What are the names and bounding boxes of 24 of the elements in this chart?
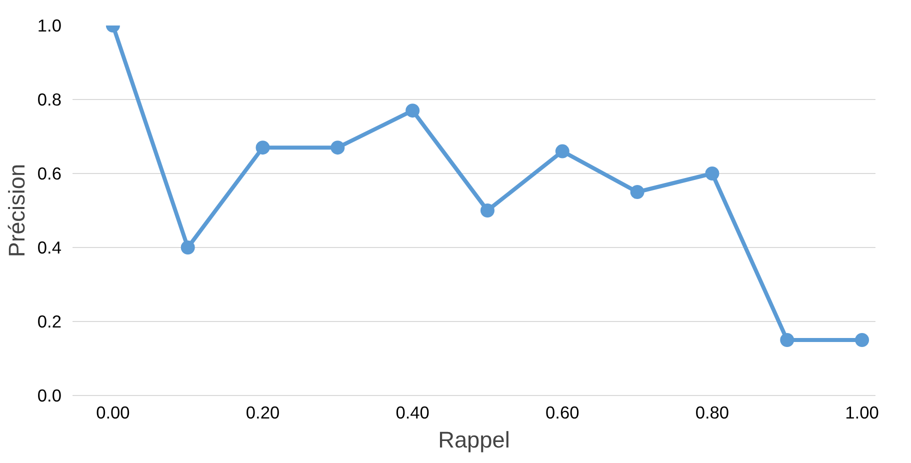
x-tick-label: 0.20 (246, 402, 280, 422)
point (330, 140, 345, 155)
y-tick-label: 0.2 (37, 312, 62, 332)
point (480, 204, 494, 218)
y-tick-label: 0.8 (37, 90, 62, 110)
y-tick-label: 0.0 (37, 386, 62, 406)
y-tick-label: 0.6 (37, 164, 62, 184)
x-tick-label: 0.40 (396, 402, 430, 422)
point (855, 333, 870, 347)
y-axis-title: Précision (3, 164, 30, 258)
point (256, 140, 270, 155)
point (406, 104, 420, 118)
x-axis-title: Rappel (438, 426, 510, 452)
x-tick-label: 0.60 (546, 402, 580, 422)
point (705, 166, 720, 180)
point (180, 240, 195, 254)
point (555, 144, 570, 158)
x-tick-label: 0.00 (96, 402, 130, 422)
point (630, 185, 644, 199)
x-tick-label: 0.80 (695, 402, 730, 422)
point (780, 333, 794, 347)
y-tick-label: 0.4 (37, 238, 62, 258)
y-tick-label: 1.0 (37, 16, 62, 36)
x-tick-label: 1.00 (845, 402, 879, 422)
